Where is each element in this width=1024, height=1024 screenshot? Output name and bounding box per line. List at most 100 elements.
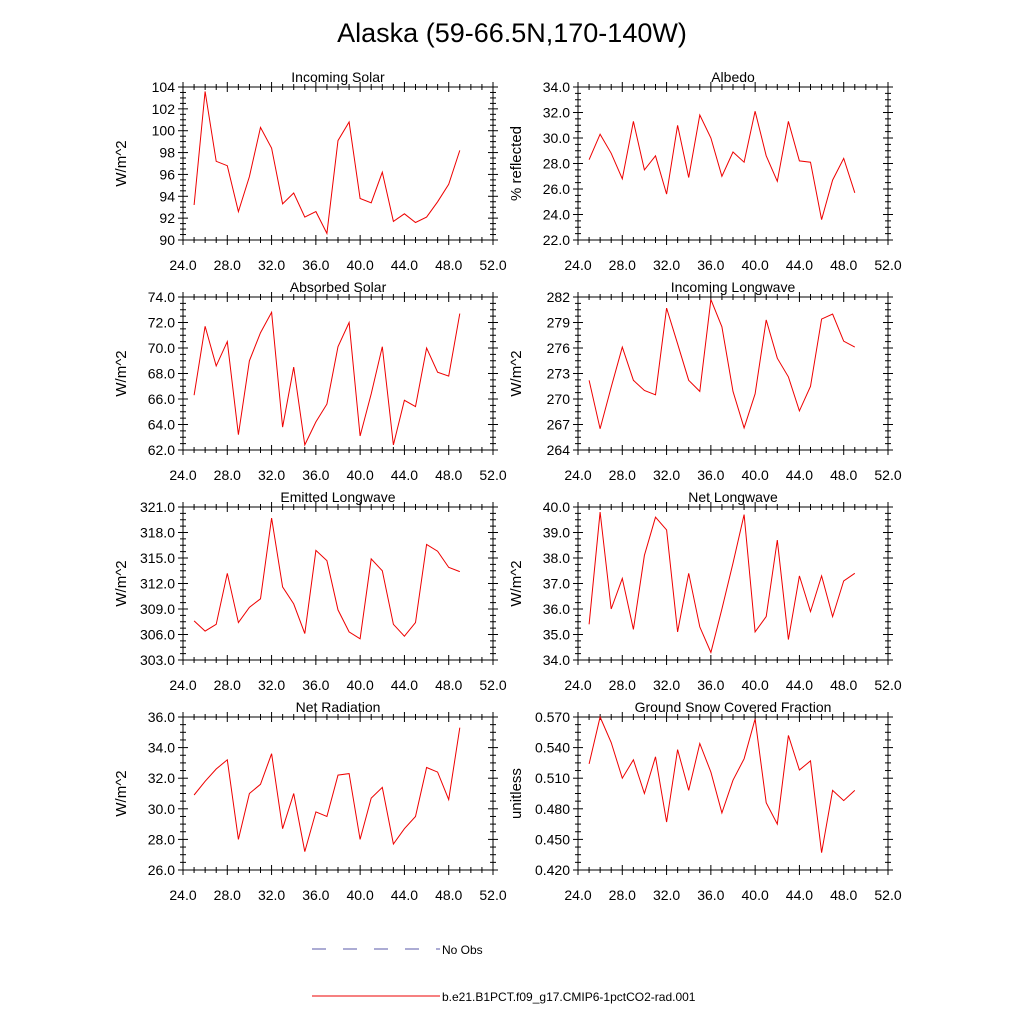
x-tick-label: 48.0 xyxy=(435,677,462,693)
x-tick-label: 28.0 xyxy=(214,467,241,483)
x-tick-label: 24.0 xyxy=(564,467,591,483)
x-tick-label: 40.0 xyxy=(742,677,769,693)
panel-emitted-longwave: Emitted Longwave W/m^2 24.0 28.0 32.0 36.0 40.… xyxy=(113,489,507,693)
y-tick-label: 40.0 xyxy=(543,499,570,515)
x-tick-label: 52.0 xyxy=(874,467,901,483)
panel-albedo: Albedo % reflected 24.0 28.0 32.0 36.0 40.0 44.… xyxy=(508,69,902,273)
x-tick-label: 36.0 xyxy=(302,257,329,273)
series-line xyxy=(193,518,460,640)
panel-title: Ground Snow Covered Fraction xyxy=(635,699,832,715)
x-tick-label: 36.0 xyxy=(302,677,329,693)
y-tick-label: 74.0 xyxy=(148,289,175,305)
x-tick-label: 44.0 xyxy=(786,677,813,693)
x-tick-label: 24.0 xyxy=(169,677,196,693)
panel-frame xyxy=(577,296,889,451)
y-tick-label: 30.0 xyxy=(543,130,570,146)
legend-model-label: b.e21.B1PCT.f09_g17.CMIP6-1pctCO2-rad.00… xyxy=(442,990,696,1004)
x-tick-label: 48.0 xyxy=(435,257,462,273)
y-tick-label: 70.0 xyxy=(148,340,175,356)
y-tick-label: 279 xyxy=(547,315,571,331)
y-tick-label: 0.480 xyxy=(535,801,570,817)
x-tick-label: 32.0 xyxy=(258,677,285,693)
series-line xyxy=(193,727,461,852)
panels: Incoming Solar W/m^2 24.0 28.0 32.0 36.0 40.0 4… xyxy=(113,69,902,903)
series-line xyxy=(588,299,856,430)
y-tick-label: 0.420 xyxy=(535,862,570,878)
series-line xyxy=(193,91,461,236)
y-tick-label: 94 xyxy=(159,188,175,204)
x-tick-label: 40.0 xyxy=(742,887,769,903)
x-tick-label: 52.0 xyxy=(874,677,901,693)
panel-frame xyxy=(577,716,889,871)
x-tick-label: 24.0 xyxy=(564,257,591,273)
y-tick-label: 38.0 xyxy=(543,550,570,566)
y-tick-label: 104 xyxy=(152,79,176,95)
panel-title: Incoming Solar xyxy=(291,69,385,85)
y-axis-label: W/m^2 xyxy=(113,560,130,606)
y-tick-label: 32.0 xyxy=(148,770,175,786)
x-tick-label: 28.0 xyxy=(609,677,636,693)
y-tick-label: 22.0 xyxy=(543,232,570,248)
y-tick-label: 62.0 xyxy=(148,442,175,458)
panel-title: Absorbed Solar xyxy=(290,279,387,295)
y-tick-label: 321.0 xyxy=(140,499,175,515)
panel-title: Albedo xyxy=(711,69,755,85)
x-tick-label: 28.0 xyxy=(609,887,636,903)
y-tick-label: 270 xyxy=(547,391,571,407)
panel-net-radiation: Net Radiation W/m^2 24.0 28.0 32.0 36.0 40.0 44… xyxy=(113,699,507,903)
y-tick-label: 92 xyxy=(159,210,175,226)
x-tick-label: 24.0 xyxy=(564,887,591,903)
y-tick-label: 312.0 xyxy=(140,576,175,592)
y-tick-label: 64.0 xyxy=(148,417,175,433)
y-tick-label: 35.0 xyxy=(543,627,570,643)
y-axis-label: W/m^2 xyxy=(113,770,130,816)
y-tick-label: 264 xyxy=(547,442,571,458)
x-tick-label: 52.0 xyxy=(479,677,506,693)
x-tick-label: 48.0 xyxy=(830,257,857,273)
x-tick-label: 48.0 xyxy=(830,467,857,483)
x-tick-label: 32.0 xyxy=(653,257,680,273)
y-tick-label: 282 xyxy=(547,289,571,305)
y-tick-label: 0.540 xyxy=(535,740,570,756)
x-tick-label: 24.0 xyxy=(169,887,196,903)
y-tick-label: 68.0 xyxy=(148,366,175,382)
panel-incoming-solar: Incoming Solar W/m^2 24.0 28.0 32.0 36.0 40.0 4… xyxy=(113,69,507,273)
y-tick-label: 0.450 xyxy=(535,831,570,847)
x-tick-label: 36.0 xyxy=(697,467,724,483)
x-tick-label: 52.0 xyxy=(874,887,901,903)
y-tick-label: 0.570 xyxy=(535,709,570,725)
x-tick-label: 24.0 xyxy=(169,467,196,483)
panel-title: Net Radiation xyxy=(296,699,381,715)
y-tick-label: 96 xyxy=(159,166,175,182)
x-tick-label: 36.0 xyxy=(697,887,724,903)
x-tick-label: 32.0 xyxy=(653,467,680,483)
y-tick-label: 32.0 xyxy=(543,105,570,121)
panel-incoming-longwave: Incoming Longwave W/m^2 24.0 28.0 32.0 36.0 40… xyxy=(508,279,902,483)
y-tick-label: 273 xyxy=(547,366,571,382)
x-tick-label: 32.0 xyxy=(653,677,680,693)
x-tick-label: 52.0 xyxy=(874,257,901,273)
x-tick-label: 32.0 xyxy=(653,887,680,903)
legend-no-obs-label: No Obs xyxy=(442,943,483,957)
series-line xyxy=(588,715,856,853)
panel-title: Emitted Longwave xyxy=(280,489,395,505)
panel-ground-snow-covered-fraction: Ground Snow Covered Fraction unitless 24.0… xyxy=(508,699,902,903)
y-tick-label: 276 xyxy=(547,340,571,356)
x-tick-label: 24.0 xyxy=(169,257,196,273)
x-tick-label: 28.0 xyxy=(609,257,636,273)
x-tick-label: 52.0 xyxy=(479,887,506,903)
y-tick-label: 36.0 xyxy=(543,601,570,617)
x-tick-label: 48.0 xyxy=(435,887,462,903)
x-tick-label: 40.0 xyxy=(347,257,374,273)
series-line xyxy=(588,111,856,220)
y-tick-label: 90 xyxy=(159,232,175,248)
panel-frame xyxy=(182,86,494,241)
x-tick-label: 28.0 xyxy=(609,467,636,483)
x-tick-label: 44.0 xyxy=(391,677,418,693)
y-tick-label: 28.0 xyxy=(148,831,175,847)
y-tick-label: 72.0 xyxy=(148,315,175,331)
y-axis-label: % reflected xyxy=(508,126,525,201)
x-tick-label: 28.0 xyxy=(214,887,241,903)
y-tick-label: 26.0 xyxy=(543,181,570,197)
